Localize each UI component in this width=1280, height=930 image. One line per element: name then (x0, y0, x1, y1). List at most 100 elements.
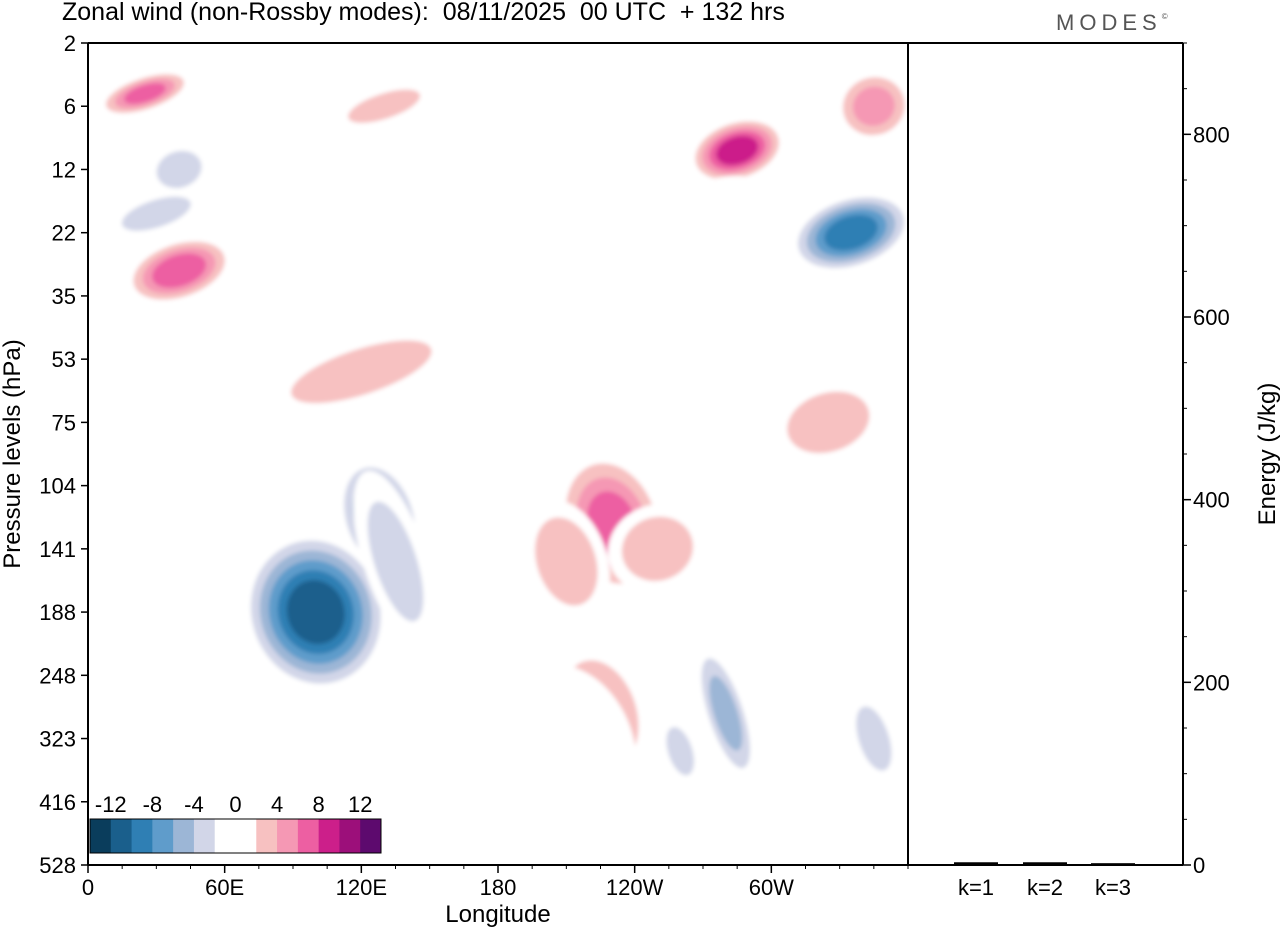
anomaly-feature-10 (847, 689, 901, 788)
colorbar-label: 4 (271, 792, 283, 817)
contour-level (197, 403, 320, 467)
contour-level (348, 89, 421, 123)
contour-level (152, 253, 207, 288)
x-tick-label: 0 (82, 875, 94, 900)
energy-bar-k=1 (954, 862, 998, 865)
y-tick-label: 528 (39, 853, 76, 878)
y-tick-label: 248 (39, 663, 76, 688)
anomaly-feature-15 (736, 593, 806, 669)
colorbar-swatch (131, 819, 153, 853)
heatmap-contours (88, 43, 908, 865)
anomaly-feature-14 (505, 402, 559, 443)
y-tick-label: 323 (39, 727, 76, 752)
anomaly-feature-11 (659, 714, 702, 788)
anomaly-feature-3 (108, 189, 205, 238)
contour-level (505, 402, 559, 443)
energy-bar-k=3 (1091, 863, 1135, 865)
contour-level (621, 516, 693, 581)
colorbar-label: 12 (348, 792, 372, 817)
contour-level (709, 675, 743, 751)
contour-level (121, 196, 191, 231)
contour-level (156, 150, 202, 189)
x-tick-label: 120E (336, 875, 387, 900)
contour-level (231, 85, 492, 178)
logo-text: MODES (1056, 10, 1162, 35)
energy-axis-label: Energy (J/kg) (1254, 383, 1280, 526)
contour-level (856, 706, 892, 771)
contour-level (495, 664, 637, 838)
anomaly-feature-16 (96, 69, 193, 118)
colorbar-swatch (90, 819, 112, 853)
y-tick-label: 12 (52, 157, 76, 182)
chart-title: Zonal wind (non-Rossby modes): 08/11/202… (62, 0, 785, 26)
colorbar-swatch (173, 819, 195, 853)
colorbar-label: 0 (229, 792, 241, 817)
anomaly-feature-25 (495, 664, 637, 838)
contour-level (648, 175, 758, 227)
energy-tick-label: 400 (1193, 488, 1230, 513)
colorbar-swatch (193, 819, 216, 853)
y-tick-label: 6 (64, 94, 76, 119)
y-axis-label: Pressure levels (hPa) (0, 339, 26, 568)
anomaly-feature-18 (688, 116, 786, 185)
anomaly-feature-0 (241, 530, 390, 694)
x-axis-label: Longitude (445, 901, 550, 928)
colorbar-swatch (297, 819, 320, 853)
anomaly-feature-5 (789, 191, 908, 274)
anomaly-feature-22 (522, 500, 610, 623)
energy-bar-k=2 (1023, 862, 1067, 865)
contour-level (626, 772, 689, 865)
colorbar-border (89, 818, 382, 854)
modes-logo: MODES© (1056, 10, 1168, 36)
energy-bar-chart: 0 200 400 600 800 Energy (J/kg) k=1 k=2 k=3 (954, 42, 1280, 900)
energy-category-label: k=3 (1095, 875, 1131, 900)
energy-tick-label: 600 (1193, 305, 1230, 330)
heatmap-field (88, 43, 908, 865)
contour-level (459, 43, 720, 115)
colorbar-label: 8 (313, 792, 325, 817)
anomaly-feature-4 (147, 143, 211, 196)
colorbar: -12 -8 -4 0 4 8 12 (89, 792, 382, 854)
colorbar-label: -4 (184, 792, 204, 817)
colorbar-swatch (256, 819, 278, 853)
contour-level (286, 580, 345, 645)
anomaly-feature-12 (88, 329, 265, 415)
colorbar-swatch (235, 819, 257, 853)
energy-category-label: k=2 (1027, 875, 1063, 900)
energy-tick-label: 800 (1193, 122, 1230, 147)
energy-tick-label: 200 (1193, 670, 1230, 695)
x-tick-label: 60W (749, 875, 794, 900)
contour-level (525, 110, 699, 178)
y-tick-label: 53 (52, 347, 76, 372)
colorbar-swatch (214, 819, 236, 853)
y-tick-label: 35 (52, 284, 76, 309)
colorbar-label: -12 (95, 792, 127, 817)
y-tick-label: 104 (39, 474, 76, 499)
contour-level (88, 498, 159, 574)
y-tick-label: 75 (52, 410, 76, 435)
contour-level (88, 329, 265, 415)
anomaly-feature-28 (329, 81, 439, 132)
x-tick-label: 60E (205, 875, 244, 900)
y-tick-label: 141 (39, 537, 76, 562)
contour-level (89, 614, 155, 737)
colorbar-swatch (277, 819, 299, 853)
x-axis: 0 60E 120E 180 120W 60W Longitude (82, 865, 909, 928)
anomaly-feature-30 (197, 403, 320, 467)
anomaly-feature-9 (693, 640, 758, 786)
anomaly-feature-8 (459, 43, 720, 115)
anomaly-feature-27 (766, 375, 891, 469)
contour-level (666, 727, 695, 776)
anomaly-feature-19 (833, 67, 908, 145)
colorbar-swatch (110, 819, 133, 853)
y-tick-label: 22 (52, 221, 76, 246)
contour-level (736, 593, 806, 669)
anomaly-feature-17 (124, 235, 235, 306)
anomaly-feature-29 (88, 498, 159, 574)
colorbar-swatch (152, 819, 174, 853)
contour-level (124, 83, 166, 104)
anomaly-feature-23 (607, 503, 708, 594)
y-tick-label: 188 (39, 600, 76, 625)
colorbar-swatch (360, 819, 382, 853)
